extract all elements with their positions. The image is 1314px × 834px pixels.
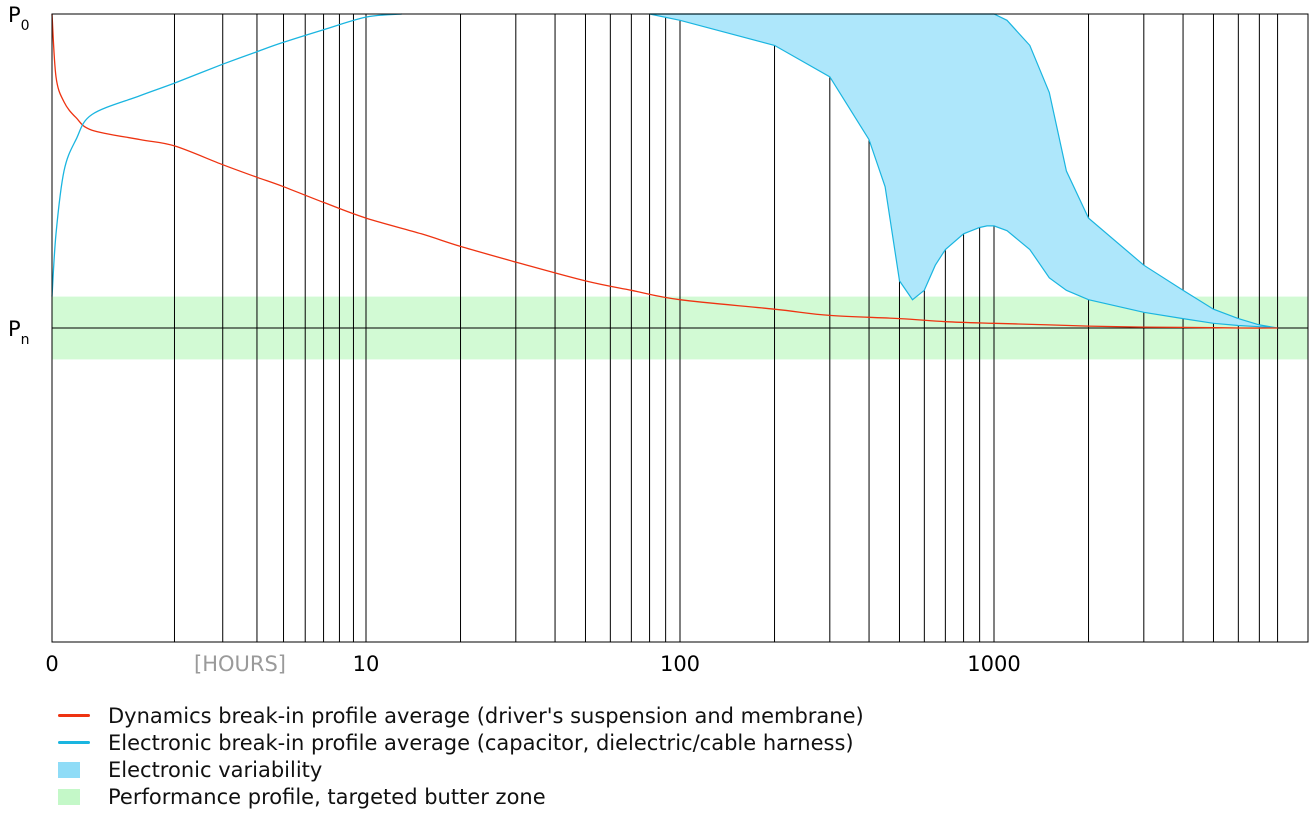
x-tick-label: 100 [660,652,700,676]
x-tick-label: 1000 [967,652,1020,676]
legend-item-electronic: Electronic break-in profile average (cap… [58,729,864,756]
legend-swatch-variability [58,761,80,778]
x-tick-label: 0 [45,652,58,676]
legend-item-butter-zone: Performance profile, targeted butter zon… [58,783,864,810]
legend-swatch-butter-zone [58,788,80,805]
legend-label-dynamics: Dynamics break-in profile average (drive… [108,703,864,728]
electronic-series-line [51,13,402,297]
legend-item-dynamics: Dynamics break-in profile average (drive… [58,702,864,729]
y-axis-labels: P0 Pn [8,3,30,348]
plot-frame [51,13,1309,643]
legend-swatch-dynamics [58,714,90,717]
legend-item-variability: Electronic variability [58,756,864,783]
y-label-pn: Pn [8,317,30,348]
break-in-chart: P0 Pn 0 10 100 1000 [HOURS] [8,3,1309,676]
legend: Dynamics break-in profile average (drive… [58,702,864,810]
legend-label-variability: Electronic variability [108,757,323,782]
y-label-p0: P0 [8,3,30,34]
x-axis-labels: 0 10 100 1000 [45,652,1020,676]
legend-label-butter-zone: Performance profile, targeted butter zon… [108,784,546,809]
x-tick-label: 10 [353,652,380,676]
series-lines [51,13,1278,329]
legend-swatch-electronic [58,741,90,744]
legend-label-electronic: Electronic break-in profile average (cap… [108,730,854,755]
x-axis-title: [HOURS] [194,652,286,676]
dynamics-series-line [51,13,1278,329]
